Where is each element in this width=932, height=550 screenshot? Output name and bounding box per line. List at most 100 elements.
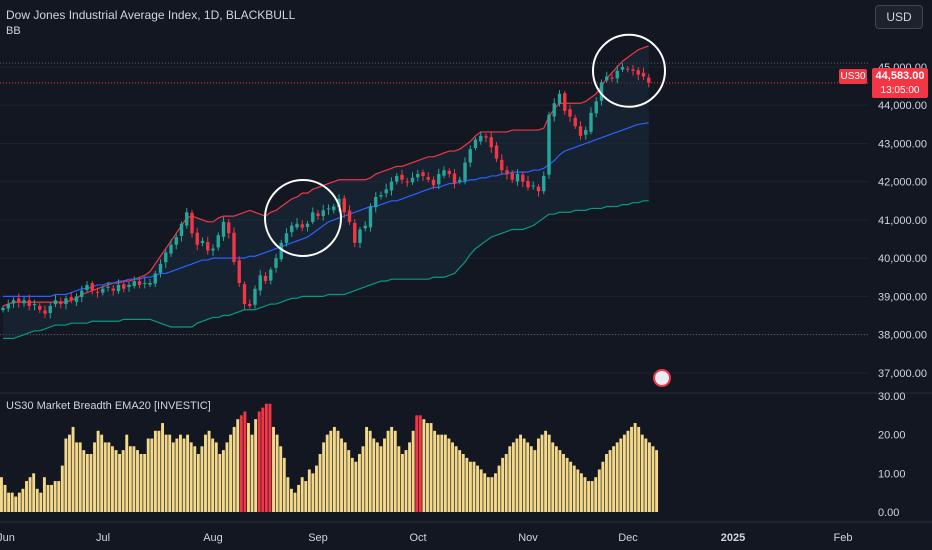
breadth-bar	[325, 434, 329, 512]
breadth-bar	[268, 403, 272, 512]
candle-body	[500, 159, 504, 171]
candle-body	[573, 117, 577, 127]
breadth-bar	[361, 446, 365, 512]
candle-body	[237, 260, 241, 284]
candle-body	[515, 174, 520, 182]
breadth-bar	[547, 434, 551, 512]
bar-countdown: 13:05:00	[880, 85, 920, 96]
breadth-bar	[214, 442, 218, 512]
candle-body	[531, 185, 535, 187]
breadth-bar	[465, 457, 469, 512]
candle-body	[279, 242, 283, 260]
candle-body	[11, 300, 16, 304]
candle-body	[211, 248, 215, 251]
breadth-bar	[565, 457, 569, 512]
candle-body	[395, 175, 399, 182]
breadth-bar	[304, 481, 308, 512]
breadth-bar	[483, 473, 487, 512]
candle-body	[190, 212, 194, 234]
breadth-bar	[239, 415, 243, 512]
bollinger-bands	[2, 45, 649, 340]
breadth-bar	[454, 446, 458, 512]
time-tick-label: Jul	[96, 532, 110, 544]
candle-body	[400, 174, 404, 180]
breadth-bar	[562, 454, 565, 512]
breadth-bar	[103, 442, 107, 512]
breadth-bar	[612, 446, 616, 512]
candle-body	[452, 173, 457, 184]
breadth-bar	[279, 446, 283, 512]
breadth-title[interactable]: US30 Market Breadth EMA20 [INVESTIC]	[6, 400, 211, 412]
price-tick-label: 41,000.00	[878, 215, 927, 227]
band-fill	[3, 45, 649, 339]
breadth-bar	[601, 461, 605, 512]
currency-button[interactable]: USD	[875, 5, 923, 29]
candle-body	[169, 244, 173, 254]
breadth-bar	[393, 430, 397, 512]
breadth-bar	[128, 446, 132, 512]
breadth-bar	[472, 461, 476, 512]
breadth-bar	[526, 442, 530, 512]
breadth-bar	[468, 461, 472, 512]
candle-body	[253, 288, 257, 305]
candle-body	[416, 174, 420, 178]
price-tick-label: 43,000.00	[878, 138, 927, 150]
breadth-bar	[125, 434, 129, 512]
breadth-bar	[479, 469, 483, 512]
breadth-bar	[340, 438, 343, 512]
breadth-tick-label: 30.00	[878, 391, 906, 403]
upper-band-line	[2, 45, 649, 307]
candle-body	[206, 242, 210, 251]
breadth-bar	[264, 403, 268, 512]
candle-body	[174, 237, 178, 245]
breadth-bar	[247, 423, 250, 512]
breadth-bar	[572, 465, 576, 512]
candle-body	[321, 210, 325, 217]
indicator-label[interactable]: BB	[6, 25, 21, 37]
candle-body	[242, 284, 247, 305]
candle-body	[542, 175, 546, 192]
time-tick-label: Dec	[618, 532, 638, 544]
candle-body	[274, 258, 278, 268]
candle-body	[463, 162, 467, 181]
candle-body	[442, 170, 446, 176]
candle-body	[578, 126, 583, 136]
breadth-bar	[93, 442, 96, 512]
breadth-bar	[637, 426, 641, 512]
candle-body	[90, 283, 94, 291]
candle-body	[636, 70, 640, 75]
candle-body	[300, 224, 304, 228]
candle-body	[347, 210, 352, 222]
breadth-bar	[329, 430, 333, 512]
candle-body	[69, 297, 73, 301]
candle-body	[232, 232, 236, 262]
breadth-bar	[243, 411, 247, 512]
candle-body	[610, 77, 614, 79]
breadth-bar	[501, 457, 505, 512]
candle-body	[405, 181, 409, 183]
breadth-bar	[537, 438, 540, 512]
breadth-bar	[153, 430, 157, 512]
time-tick-label: Nov	[518, 532, 538, 544]
candle-body	[53, 300, 58, 305]
breadth-bar	[651, 446, 655, 512]
breadth-bar	[39, 492, 43, 512]
breadth-bar	[640, 434, 644, 512]
breadth-bar	[354, 461, 358, 512]
candle-body	[64, 298, 68, 305]
candle-body	[316, 213, 320, 217]
breadth-bar	[375, 442, 379, 512]
breadth-bar	[46, 484, 50, 512]
breadth-bar	[433, 430, 437, 512]
price-tick-label: 42,000.00	[878, 177, 927, 189]
breadth-tick-label: 20.00	[878, 430, 906, 442]
candle-body	[80, 290, 84, 297]
breadth-bar	[655, 450, 659, 512]
breadth-bar	[143, 454, 147, 512]
breadth-bar	[3, 484, 7, 512]
breadth-bar	[426, 423, 429, 512]
candle-body	[227, 222, 231, 234]
breadth-bar	[182, 438, 186, 512]
breadth-bar	[519, 434, 522, 512]
breadth-bar	[411, 430, 415, 512]
